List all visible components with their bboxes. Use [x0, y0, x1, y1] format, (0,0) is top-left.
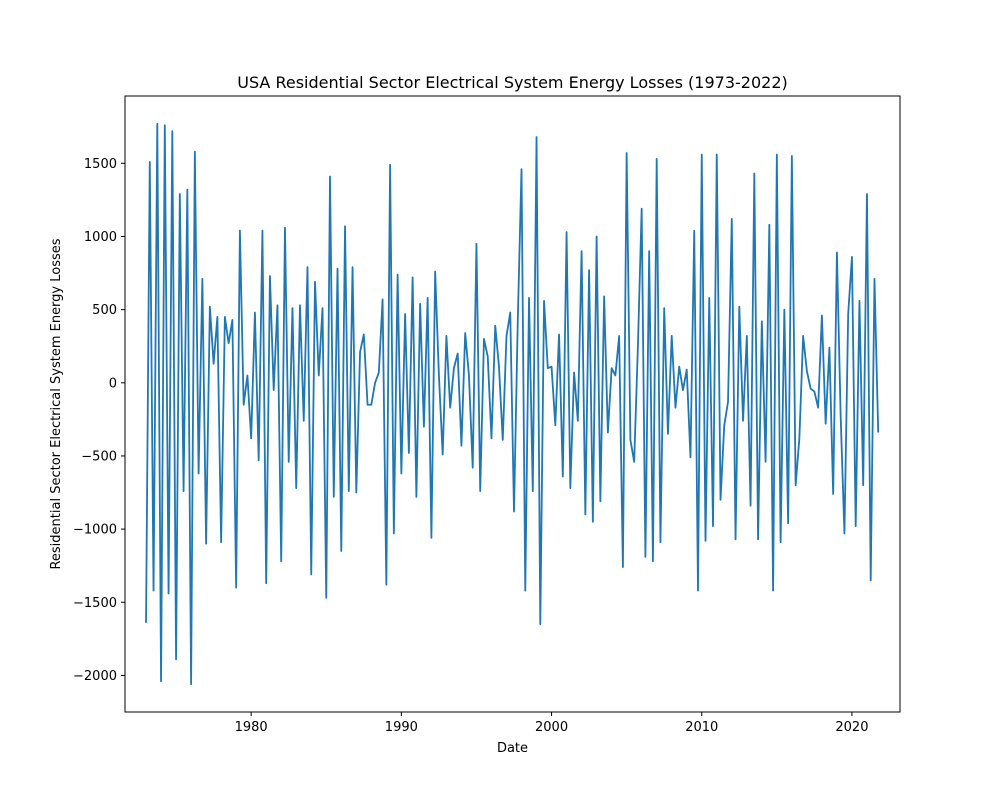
x-axis-label: Date [497, 741, 528, 756]
plot-area [124, 95, 901, 713]
y-tick-label: 1500 [84, 157, 117, 172]
x-tick-label: 1990 [385, 720, 418, 735]
y-axis: −2000 −1500 −1000 −500 0 500 1000 1500 [73, 157, 125, 684]
y-tick-label: 0 [109, 376, 117, 391]
series-line [145, 122, 880, 686]
y-axis-label: Residential Sector Electrical System Ene… [49, 238, 64, 569]
chart-title: USA Residential Sector Electrical System… [237, 73, 787, 92]
y-tick-label: −500 [81, 449, 117, 464]
x-tick-label: 2020 [835, 720, 868, 735]
x-tick-label: 2010 [685, 720, 718, 735]
x-tick-label: 1980 [235, 720, 268, 735]
axes-frame [124, 95, 901, 713]
y-tick-label: −2000 [73, 669, 117, 684]
x-axis: 1980 1990 2000 2010 2020 [235, 712, 868, 735]
y-tick-label: 1000 [84, 230, 117, 245]
x-tick-label: 2000 [535, 720, 568, 735]
y-tick-label: −1000 [73, 523, 117, 538]
y-tick-label: −1500 [73, 596, 117, 611]
y-tick-label: 500 [92, 303, 117, 318]
